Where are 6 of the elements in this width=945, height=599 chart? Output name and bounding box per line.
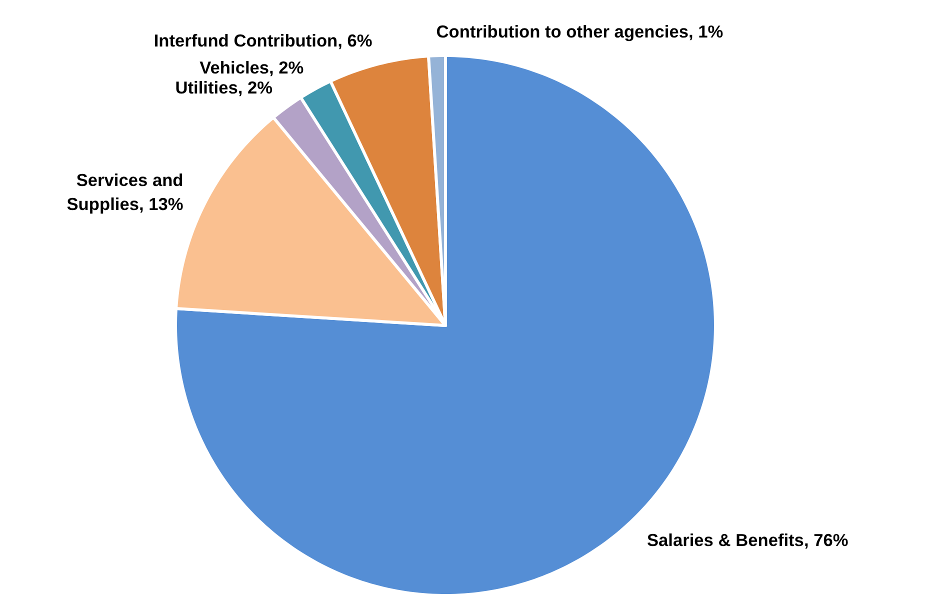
slice-label: Utilities, 2%	[175, 77, 273, 98]
slice-label: Services and Supplies, 13%	[66, 170, 184, 214]
slice-label: Contribution to other agencies, 1%	[436, 21, 724, 42]
slice-label: Vehicles, 2%	[200, 58, 304, 78]
slice-label: Interfund Contribution, 6%	[154, 30, 372, 50]
slice-label: Salaries & Benefits, 76%	[646, 530, 848, 550]
